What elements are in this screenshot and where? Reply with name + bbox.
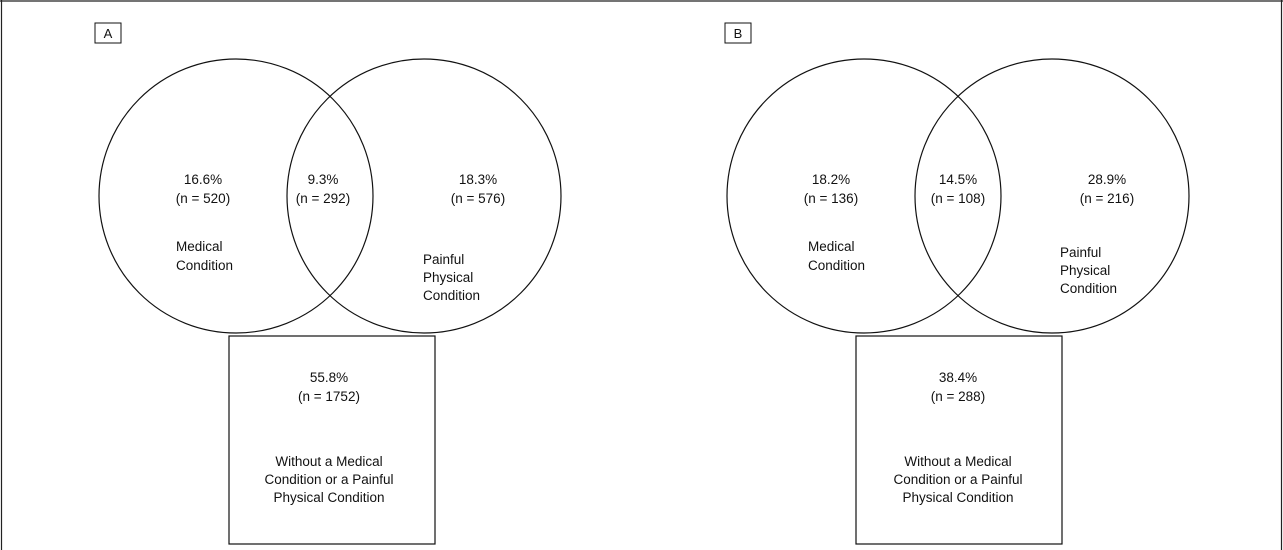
panel-a-medical-circle	[98, 58, 374, 334]
panel-a-without-percent: 55.8%	[310, 370, 348, 385]
panel-a-medical-label-2: Condition	[176, 258, 233, 273]
panel-a-medical-percent: 16.6%	[184, 172, 222, 187]
panel-a-painful-percent: 18.3%	[459, 172, 497, 187]
panel-b-painful-label-2: Physical	[1060, 263, 1110, 278]
panel-b-painful-circle	[914, 58, 1190, 334]
panel-b-without-label-3: Physical Condition	[902, 490, 1013, 505]
panel-b-without-box	[855, 335, 1063, 545]
panel-b-without-count: (n = 288)	[931, 389, 985, 404]
panel-a-label: A	[104, 26, 113, 41]
panel-b-medical-percent: 18.2%	[812, 172, 850, 187]
panel-b-medical-label-2: Condition	[808, 258, 865, 273]
panel-b-without-percent: 38.4%	[939, 370, 977, 385]
panel-a-without-count: (n = 1752)	[298, 389, 360, 404]
panel-b-without-label-2: Condition or a Painful	[893, 472, 1022, 487]
panel-a-medical-label-1: Medical	[176, 239, 223, 254]
panel-b-medical-circle	[726, 58, 1002, 334]
panel-a-painful-circle	[286, 58, 562, 334]
panel-a-painful-label-3: Condition	[423, 288, 480, 303]
panel-a-without-label-2: Condition or a Painful	[264, 472, 393, 487]
panel-a-overlap-count: (n = 292)	[296, 191, 350, 206]
panel-a-without-label-3: Physical Condition	[273, 490, 384, 505]
panel-b-medical-count: (n = 136)	[804, 191, 858, 206]
panel-b-painful-label-3: Condition	[1060, 281, 1117, 296]
panel-b-overlap-count: (n = 108)	[931, 191, 985, 206]
panel-b-overlap-percent: 14.5%	[939, 172, 977, 187]
panel-b-painful-percent: 28.9%	[1088, 172, 1126, 187]
panel-b-without-label-1: Without a Medical	[904, 454, 1011, 469]
panel-b: B 18.2% (n = 136) Medical Condition 14.5…	[724, 22, 1190, 545]
panel-b-medical-label-1: Medical	[808, 239, 855, 254]
panel-a-tag: A	[94, 22, 122, 44]
panel-a-medical-count: (n = 520)	[176, 191, 230, 206]
panel-b-tag-box	[724, 22, 752, 44]
panel-a-painful-label-1: Painful	[423, 252, 464, 267]
panel-a: A 16.6% (n = 520) Medical Condition 9.3%…	[94, 22, 562, 545]
panel-a-without-box	[228, 335, 436, 545]
panel-b-tag: B	[724, 22, 752, 44]
panel-a-tag-box	[94, 22, 122, 44]
panel-b-label: B	[734, 26, 743, 41]
panel-a-without-label-1: Without a Medical	[275, 454, 382, 469]
panel-a-overlap-percent: 9.3%	[308, 172, 339, 187]
panel-b-painful-label-1: Painful	[1060, 245, 1101, 260]
panel-a-painful-label-2: Physical	[423, 270, 473, 285]
panel-a-painful-count: (n = 576)	[451, 191, 505, 206]
panel-b-painful-count: (n = 216)	[1080, 191, 1134, 206]
